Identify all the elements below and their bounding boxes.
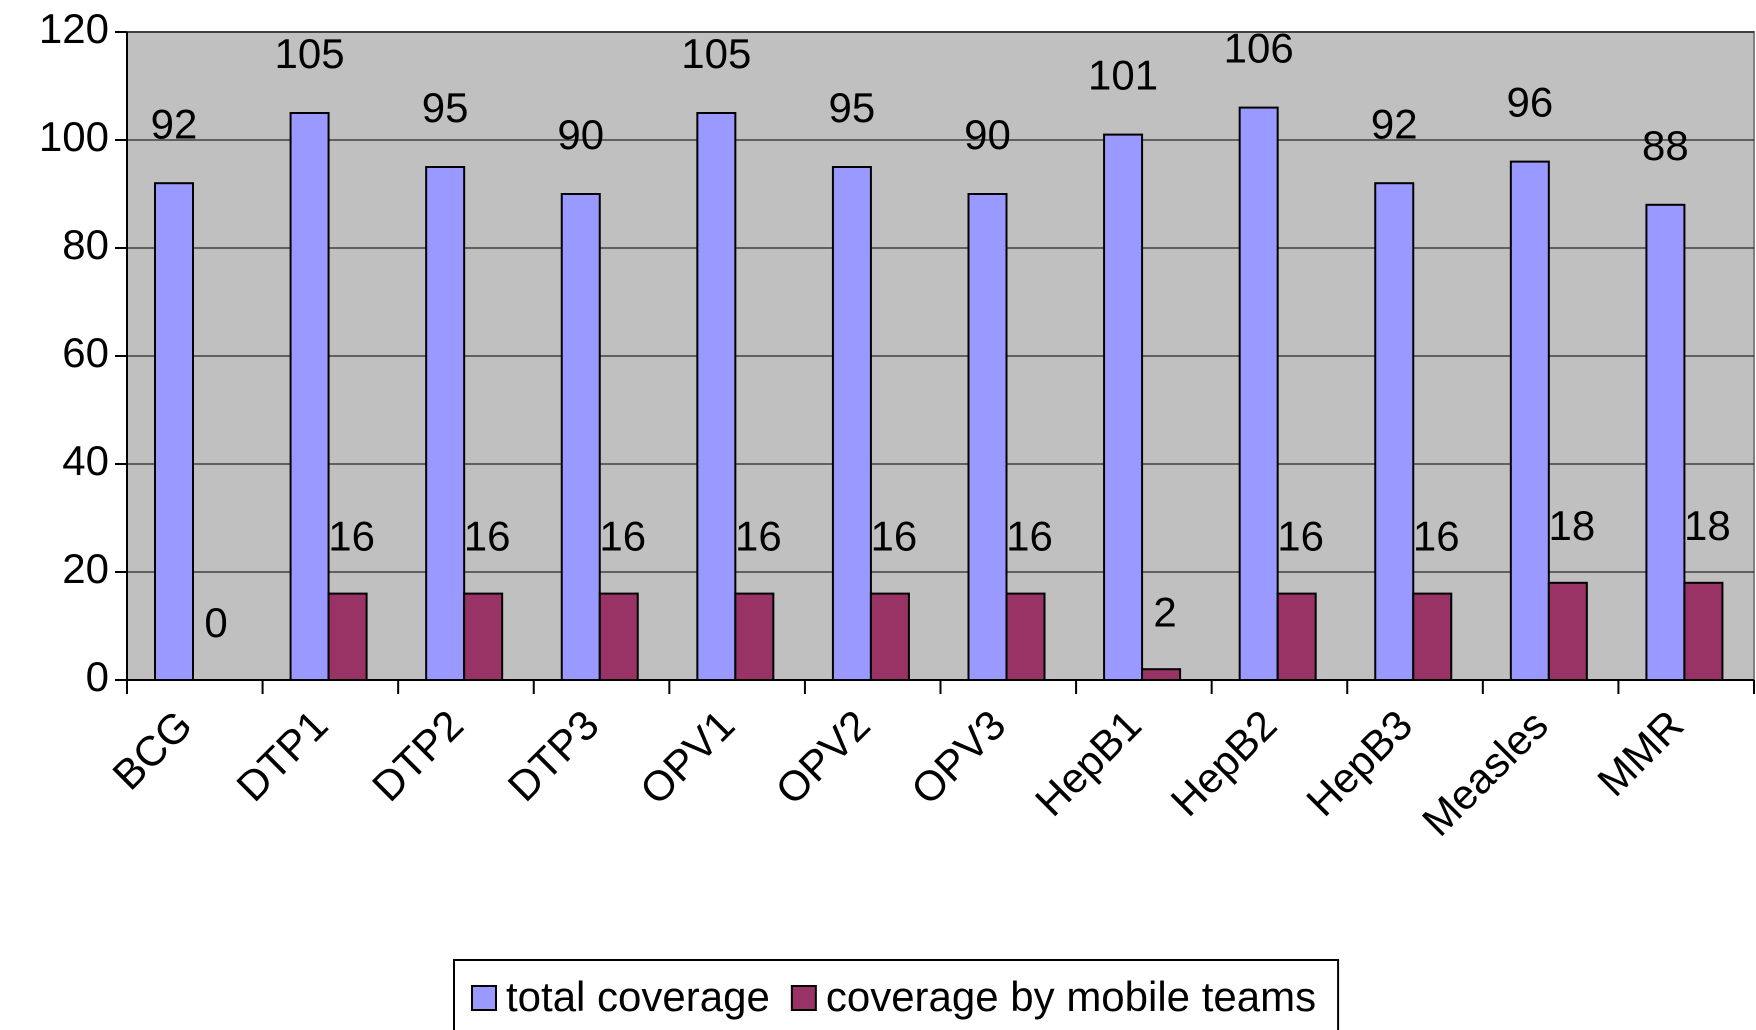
bar bbox=[598, 592, 639, 681]
legend-swatch bbox=[790, 985, 817, 1011]
bar bbox=[1509, 160, 1550, 682]
bar bbox=[463, 592, 504, 681]
data-label: 18 bbox=[1548, 502, 1595, 549]
legend-label: total coverage bbox=[506, 973, 770, 1020]
x-tick-label: OPV1 bbox=[631, 701, 743, 813]
bar bbox=[1141, 668, 1182, 682]
data-label: 2 bbox=[1153, 588, 1176, 635]
bar bbox=[560, 193, 601, 681]
data-label: 105 bbox=[275, 30, 345, 77]
legend-label: coverage by mobile teams bbox=[826, 973, 1316, 1020]
data-label: 16 bbox=[871, 513, 918, 560]
y-tick-label: 100 bbox=[39, 113, 109, 160]
y-tick-label: 80 bbox=[62, 221, 109, 268]
bar bbox=[1276, 592, 1317, 681]
data-label: 105 bbox=[681, 30, 751, 77]
data-label: 0 bbox=[204, 599, 227, 646]
x-tick-label: HepB1 bbox=[1026, 701, 1150, 825]
x-tick-label: DTP3 bbox=[499, 701, 608, 810]
bar bbox=[1238, 106, 1279, 682]
bar bbox=[1645, 203, 1686, 682]
data-label: 16 bbox=[1413, 513, 1460, 560]
data-label: 16 bbox=[328, 513, 375, 560]
bar bbox=[289, 112, 330, 681]
bar bbox=[425, 166, 466, 681]
data-label: 95 bbox=[422, 84, 469, 131]
data-label: 96 bbox=[1506, 79, 1553, 126]
bar bbox=[1005, 592, 1046, 681]
bar bbox=[1683, 581, 1724, 681]
y-tick-label: 20 bbox=[62, 545, 109, 592]
y-tick-label: 0 bbox=[86, 653, 109, 700]
data-label: 101 bbox=[1088, 52, 1158, 99]
data-label: 16 bbox=[599, 513, 646, 560]
x-tick-label: DTP1 bbox=[227, 701, 336, 810]
data-label: 88 bbox=[1642, 122, 1689, 169]
bar bbox=[967, 193, 1008, 681]
data-label: 92 bbox=[1371, 100, 1418, 147]
data-label: 95 bbox=[829, 84, 876, 131]
x-tick-label: OPV3 bbox=[902, 701, 1014, 813]
data-label: 16 bbox=[464, 513, 511, 560]
y-tick-label: 60 bbox=[62, 329, 109, 376]
data-label: 18 bbox=[1684, 502, 1731, 549]
data-label: 92 bbox=[151, 100, 198, 147]
data-label: 90 bbox=[964, 111, 1011, 158]
bar bbox=[869, 592, 910, 681]
bar bbox=[831, 166, 872, 681]
data-label: 90 bbox=[557, 111, 604, 158]
x-tick-label: DTP2 bbox=[363, 701, 472, 810]
bar bbox=[154, 182, 194, 681]
bar bbox=[1103, 133, 1144, 682]
data-label: 106 bbox=[1224, 25, 1294, 72]
x-tick-label: HepB2 bbox=[1162, 701, 1286, 825]
x-tick-label: HepB3 bbox=[1297, 701, 1421, 825]
y-tick-label: 40 bbox=[62, 437, 109, 484]
legend-swatch bbox=[471, 985, 497, 1011]
bar bbox=[1412, 592, 1453, 681]
legend-box bbox=[453, 959, 1340, 1030]
data-label: 16 bbox=[1006, 513, 1053, 560]
data-label: 16 bbox=[735, 513, 782, 560]
legend: total coverage coverage by mobile teams bbox=[453, 959, 1340, 1030]
bar bbox=[734, 592, 775, 681]
bar bbox=[1547, 581, 1588, 681]
x-tick-label: OPV2 bbox=[766, 701, 878, 813]
bar bbox=[327, 592, 368, 681]
bar bbox=[696, 112, 737, 681]
data-label: 16 bbox=[1277, 513, 1324, 560]
x-tick-label: BCG bbox=[103, 701, 201, 799]
x-tick-label: MMR bbox=[1588, 701, 1692, 805]
bar bbox=[1374, 182, 1415, 681]
x-tick-label: Measles bbox=[1413, 701, 1557, 845]
y-tick-label: 120 bbox=[39, 5, 109, 52]
